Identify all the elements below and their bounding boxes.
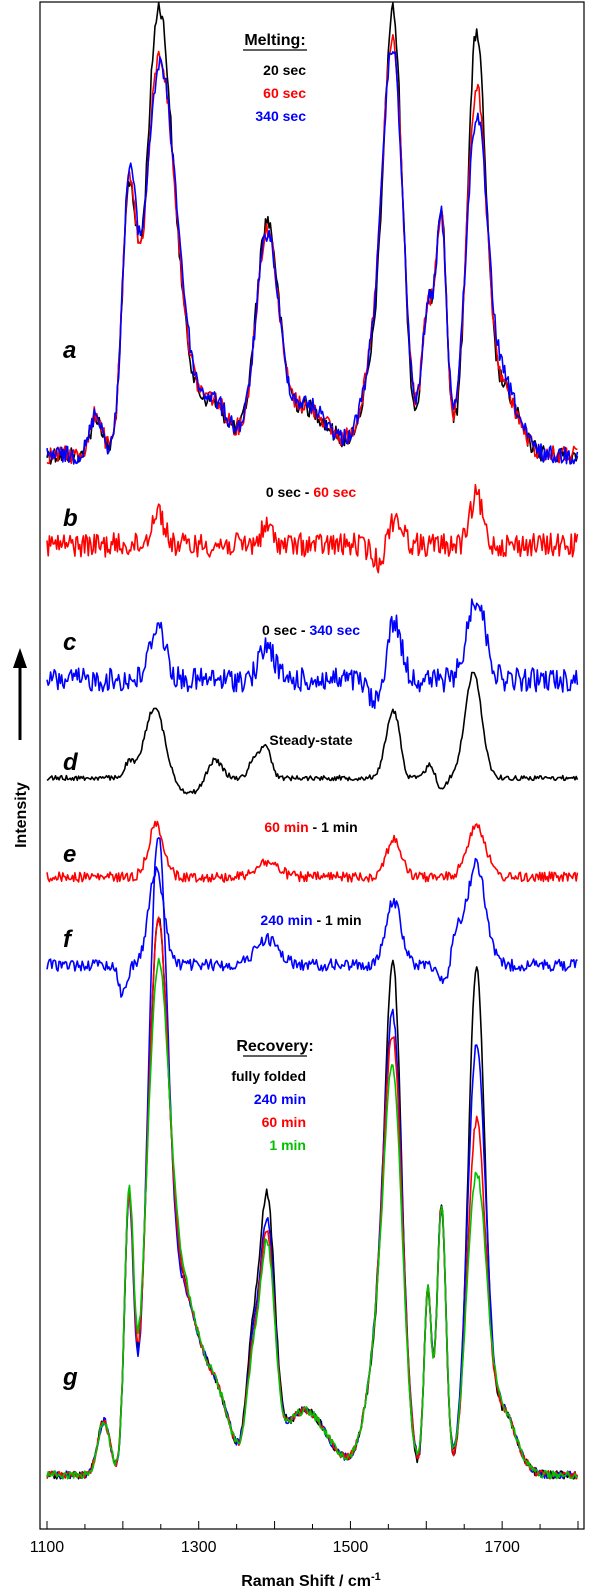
y-axis-title: Intensity: [13, 782, 30, 848]
panel-letter-d: d: [63, 749, 79, 776]
legend-entry-a-0: 20 sec: [263, 62, 306, 78]
series-line-g-0: [46, 918, 578, 1480]
legend-entry-g-0: fully folded: [231, 1068, 306, 1084]
series-line-a-2: [46, 51, 579, 465]
x-axis-title: Raman Shift / cm-1: [241, 1571, 381, 1590]
panel-annotation-b: 0 sec - 60 sec: [266, 484, 357, 500]
legend-entry-g-3: 1 min: [269, 1137, 306, 1153]
series-line-g-1: [46, 837, 579, 1480]
x-axis-title-sup: -1: [371, 1571, 381, 1583]
panel-annotation-d: Steady-state: [269, 732, 352, 748]
series-line-a-0: [46, 1, 579, 465]
series-line-e-0: [46, 820, 579, 883]
legend-title-a: Melting:: [244, 32, 305, 49]
legend-entry-g-1: 240 min: [254, 1091, 306, 1107]
x-axis-title-main: Raman Shift / cm: [241, 1573, 371, 1590]
annotation-part-b-1: 60 sec: [313, 484, 356, 500]
legend-entry-a-2: 340 sec: [255, 108, 306, 124]
annotation-part-f-1: - 1 min: [313, 912, 362, 928]
x-tick-label-1100: 1100: [30, 1539, 65, 1556]
series-line-c-0: [46, 598, 579, 710]
x-tick-label-1700: 1700: [484, 1539, 520, 1556]
panel-annotation-c: 0 sec - 340 sec: [262, 622, 360, 638]
x-tick-label-1300: 1300: [181, 1539, 217, 1556]
panel-letter-e: e: [63, 841, 76, 868]
plot-frame: [39, 1, 585, 1530]
panel-annotation-e: 60 min - 1 min: [264, 819, 357, 835]
series-line-f-0: [46, 857, 578, 998]
annotation-part-e-1: - 1 min: [309, 819, 358, 835]
series-layer: [46, 1, 579, 1480]
text-layer: a Melting: 20 sec 60 sec 340 sec b 0 sec - 60 …: [30, 32, 579, 1556]
annotation-part-f-0: 240 min: [260, 912, 312, 928]
annotation-part-b-0: 0 sec -: [266, 484, 313, 500]
panel-letter-g: g: [62, 1364, 78, 1391]
panel-annotation-f: 240 min - 1 min: [260, 912, 361, 928]
legend-entry-g-2: 60 min: [262, 1114, 306, 1130]
legend-title-g: Recovery:: [236, 1038, 313, 1055]
x-tick-label-1500: 1500: [333, 1539, 369, 1556]
annotation-part-d-0: Steady-state: [269, 732, 352, 748]
series-line-d-0: [46, 671, 579, 795]
panel-letter-f: f: [63, 926, 73, 953]
series-line-g-3: [46, 957, 578, 1480]
annotation-part-e-0: 60 min: [264, 819, 308, 835]
legend-entry-a-1: 60 sec: [263, 85, 306, 101]
panel-letter-c: c: [63, 629, 76, 656]
annotation-part-c-1: 340 sec: [309, 622, 360, 638]
panel-letter-b: b: [63, 505, 78, 532]
series-line-b-0: [46, 483, 579, 574]
panel-letter-a: a: [63, 337, 76, 364]
annotation-part-c-0: 0 sec -: [262, 622, 309, 638]
intensity-arrow-head-icon: [13, 648, 27, 668]
